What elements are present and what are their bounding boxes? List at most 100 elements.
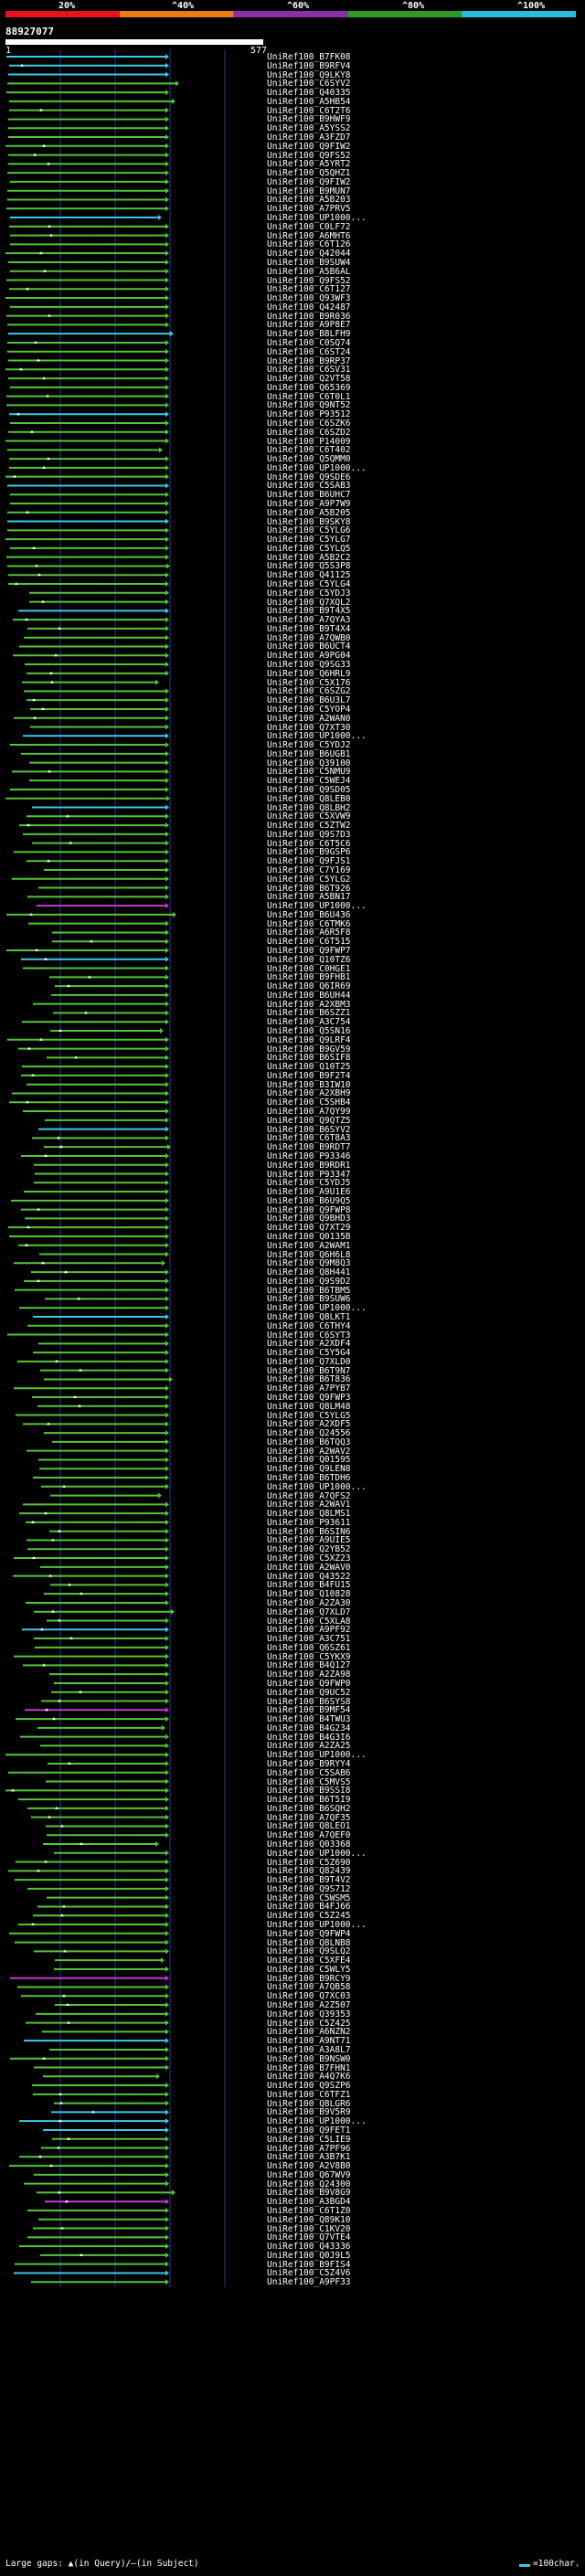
hit-label[interactable]: UniRef100_Q9SDE6	[267, 472, 351, 482]
hit-label[interactable]: UniRef100_B6TBM5	[267, 1285, 351, 1296]
hit-label[interactable]: UniRef100_B7FK08	[267, 52, 351, 62]
hit-label[interactable]: UniRef100_Q9SZP6	[267, 2081, 351, 2092]
hit-label[interactable]: UniRef100_Q9FS52	[267, 150, 351, 161]
hit-label[interactable]: UniRef100_Q9SLQ2	[267, 1946, 351, 1957]
hit-label[interactable]: UniRef100_Q9LEN8	[267, 1464, 351, 1475]
hit-label[interactable]: UniRef100_Q5QHZ1	[267, 168, 351, 179]
hit-label[interactable]: UniRef100_Q5QMM0	[267, 454, 351, 465]
hit-label[interactable]: UniRef100_B9GV59	[267, 1044, 351, 1055]
hit-label[interactable]: UniRef100_Q42044	[267, 249, 351, 260]
hit-label[interactable]: UniRef100_C5Z690	[267, 1857, 351, 1868]
hit-label[interactable]: UniRef100_Q8LMS1	[267, 1509, 351, 1520]
hit-label[interactable]: UniRef100_B6U3L7	[267, 695, 351, 706]
hit-label[interactable]: UniRef100_B6SZZ1	[267, 1008, 351, 1019]
hit-label[interactable]: UniRef100_Q9LKY8	[267, 69, 351, 80]
hit-label[interactable]: UniRef100_A7QFS2	[267, 1490, 351, 1501]
hit-label[interactable]: UniRef100_A2ZA25	[267, 1741, 351, 1752]
hit-label[interactable]: UniRef100_UP1000...	[267, 1750, 367, 1761]
hit-label[interactable]: UniRef100_C5LIE9	[267, 2134, 351, 2145]
hit-label[interactable]: UniRef100_B6T836	[267, 1374, 351, 1385]
hit-label[interactable]: UniRef100_UP1000...	[267, 2116, 367, 2127]
hit-label[interactable]: UniRef100_C5YDJ3	[267, 588, 351, 599]
hit-label[interactable]: UniRef100_Q43336	[267, 2242, 351, 2253]
hit-label[interactable]: UniRef100_A9UIE5	[267, 1535, 351, 1546]
hit-label[interactable]: UniRef100_A9P8E7	[267, 320, 351, 331]
hit-label[interactable]: UniRef100_Q39100	[267, 758, 351, 769]
hit-label[interactable]: UniRef100_A7PRV5	[267, 204, 351, 215]
hit-label[interactable]: UniRef100_B9FIS4	[267, 2259, 351, 2270]
hit-label[interactable]: UniRef100_A7QB58	[267, 1982, 351, 1993]
hit-label[interactable]: UniRef100_B6UH44	[267, 990, 351, 1001]
hit-label[interactable]: UniRef100_A2V8B0	[267, 2161, 351, 2172]
hit-label[interactable]: UniRef100_C5XFE4	[267, 1956, 351, 1966]
hit-label[interactable]: UniRef100_Q8LEO1	[267, 1821, 351, 1832]
hit-label[interactable]: UniRef100_B6SYV2	[267, 1124, 351, 1135]
hit-label[interactable]: UniRef100_B6SIF8	[267, 1053, 351, 1064]
hit-label[interactable]: UniRef100_Q8LGR6	[267, 2098, 351, 2109]
hit-label[interactable]: UniRef100_B9MF54	[267, 1705, 351, 1716]
hit-label[interactable]: UniRef100_Q7XLD7	[267, 1606, 351, 1617]
hit-label[interactable]: UniRef100_UP1000...	[267, 901, 367, 912]
hit-label[interactable]: UniRef100_Q9LRF4	[267, 1034, 351, 1045]
hit-label[interactable]: UniRef100_Q8LM48	[267, 1401, 351, 1412]
hit-label[interactable]: UniRef100_B9SKY8	[267, 516, 351, 527]
hit-label[interactable]: UniRef100_B6UCT4	[267, 641, 351, 652]
hit-label[interactable]: UniRef100_C5XLA8	[267, 1616, 351, 1627]
hit-label[interactable]: UniRef100_A5B205	[267, 507, 351, 518]
hit-label[interactable]: UniRef100_B9SSI8	[267, 1786, 351, 1797]
hit-label[interactable]: UniRef100_Q7VTE4	[267, 2232, 351, 2243]
hit-label[interactable]: UniRef100_A9PF92	[267, 1625, 351, 1636]
hit-label[interactable]: UniRef100_Q9FWP0	[267, 1678, 351, 1689]
hit-label[interactable]: UniRef100_Q42487	[267, 302, 351, 313]
hit-label[interactable]: UniRef100_C5YDJ5	[267, 1178, 351, 1189]
hit-label[interactable]: UniRef100_A7QF35	[267, 1812, 351, 1823]
hit-label[interactable]: UniRef100_B9RDR1	[267, 1160, 351, 1171]
hit-label[interactable]: UniRef100_B6UGB1	[267, 748, 351, 759]
hit-label[interactable]: UniRef100_C6THY4	[267, 1320, 351, 1331]
hit-label[interactable]: UniRef100_C0HGE1	[267, 963, 351, 974]
hit-label[interactable]: UniRef100_UP1000...	[267, 1920, 367, 1931]
hit-label[interactable]: UniRef100_B9R036	[267, 311, 351, 322]
hit-label[interactable]: UniRef100_B9V5R9	[267, 2107, 351, 2118]
hit-label[interactable]: UniRef100_A3BGD4	[267, 2197, 351, 2208]
hit-label[interactable]: UniRef100_B9F2T4	[267, 1070, 351, 1081]
hit-label[interactable]: UniRef100_B6UHC7	[267, 490, 351, 501]
hit-label[interactable]: UniRef100_A3C754	[267, 1017, 351, 1028]
hit-label[interactable]: UniRef100_Q0135B	[267, 1231, 351, 1242]
hit-label[interactable]: UniRef100_UP1000...	[267, 462, 367, 473]
hit-label[interactable]: UniRef100_B9RCY9	[267, 1973, 351, 1984]
hit-label[interactable]: UniRef100_B6SYS8	[267, 1696, 351, 1707]
hit-label[interactable]: UniRef100_UP1000...	[267, 731, 367, 742]
hit-label[interactable]: UniRef100_C6T1Z0	[267, 2205, 351, 2216]
hit-label[interactable]: UniRef100_C5WLY5	[267, 1964, 351, 1975]
hit-label[interactable]: UniRef100_Q10828	[267, 1589, 351, 1600]
hit-label[interactable]: UniRef100_Q43522	[267, 1571, 351, 1582]
hit-label[interactable]: UniRef100_A3B7K1	[267, 2152, 351, 2163]
hit-label[interactable]: UniRef100_C5X176	[267, 677, 351, 688]
hit-label[interactable]: UniRef100_Q7XQL2	[267, 597, 351, 608]
hit-label[interactable]: UniRef100_B9NSW0	[267, 2053, 351, 2064]
hit-label[interactable]: UniRef100_B3IW10	[267, 1079, 351, 1090]
hit-label[interactable]: UniRef100_C7Y169	[267, 864, 351, 875]
hit-label[interactable]: UniRef100_Q7XT30	[267, 722, 351, 733]
hit-label[interactable]: UniRef100_C6SZD2	[267, 427, 351, 438]
hit-label[interactable]: UniRef100_A2WAV2	[267, 1446, 351, 1457]
hit-label[interactable]: UniRef100_A2WAV1	[267, 1500, 351, 1511]
hit-label[interactable]: UniRef100_C6SYV2	[267, 79, 351, 90]
hit-label[interactable]: UniRef100_A5BN17	[267, 892, 351, 903]
hit-label[interactable]: UniRef100_Q82439	[267, 1866, 351, 1877]
hit-label[interactable]: UniRef100_B9HWF9	[267, 114, 351, 125]
hit-label[interactable]: UniRef100_A2XDF4	[267, 1339, 351, 1350]
hit-label[interactable]: UniRef100_Q10TZ6	[267, 954, 351, 965]
hit-label[interactable]: UniRef100_A2XDF5	[267, 1419, 351, 1430]
hit-label[interactable]: UniRef100_C6SZG2	[267, 686, 351, 697]
hit-label[interactable]: UniRef100_Q9FET1	[267, 2125, 351, 2136]
hit-label[interactable]: UniRef100_Q9FWP3	[267, 1393, 351, 1403]
hit-label[interactable]: UniRef100_B4Q127	[267, 1660, 351, 1671]
hit-label[interactable]: UniRef100_C5YDJ2	[267, 740, 351, 751]
hit-label[interactable]: UniRef100_C5YKX9	[267, 1651, 351, 1662]
hit-label[interactable]: UniRef100_C5MVS5	[267, 1776, 351, 1787]
hit-label[interactable]: UniRef100_C5ZTW2	[267, 821, 351, 832]
hit-label[interactable]: UniRef100_C5YLG6	[267, 525, 351, 536]
hit-label[interactable]: UniRef100_C6TMK6	[267, 918, 351, 929]
